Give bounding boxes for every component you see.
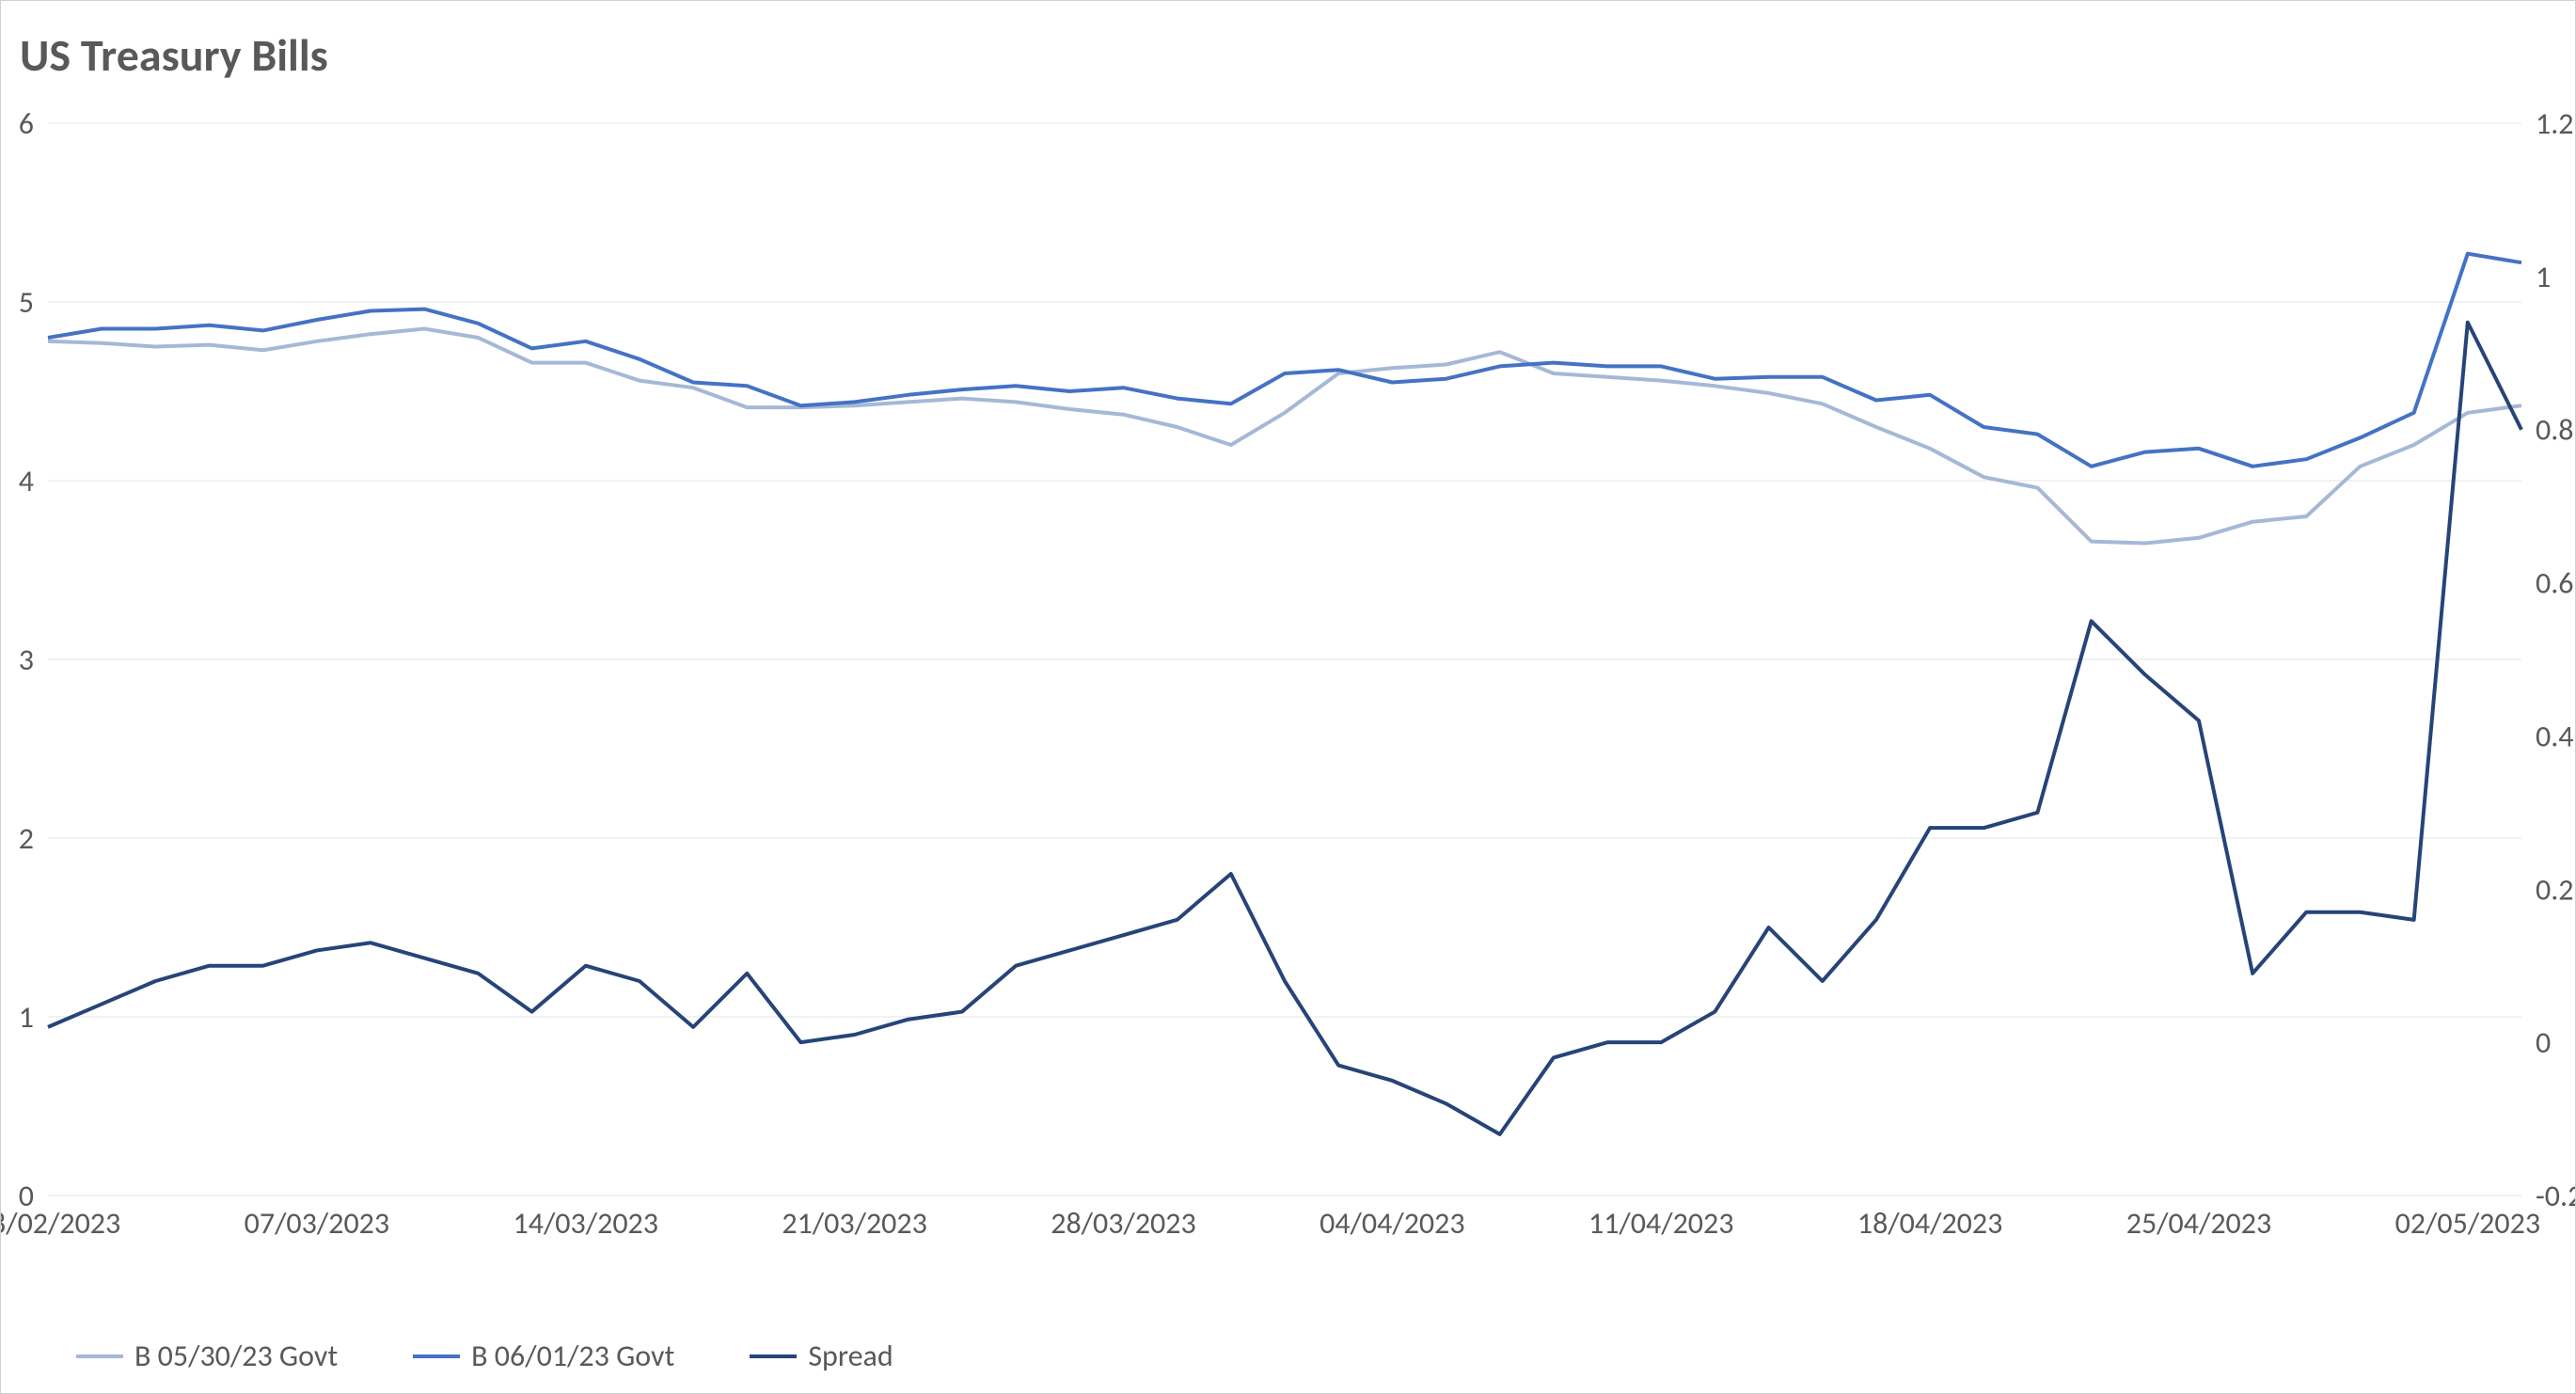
chart-container: US Treasury Bills 0123456-0.200.20.40.60… (0, 0, 2576, 1394)
x-tick-label: 11/04/2023 (1588, 1205, 1733, 1242)
x-tick-label: 07/03/2023 (245, 1205, 389, 1242)
y-right-tick-label: 0 (2536, 1024, 2551, 1061)
series-line-1 (48, 254, 2521, 467)
legend-item-series-0: B 05/30/23 Govt (76, 1338, 338, 1374)
y-left-tick-label: 2 (19, 820, 34, 857)
x-tick-label: 02/05/2023 (2395, 1205, 2540, 1242)
legend-label-1: B 06/01/23 Govt (471, 1338, 674, 1374)
x-tick-label: 21/03/2023 (782, 1205, 926, 1242)
legend-item-series-1: B 06/01/23 Govt (413, 1338, 674, 1374)
x-tick-label: 14/03/2023 (514, 1205, 658, 1242)
y-right-tick-label: 1 (2536, 259, 2551, 295)
y-right-tick-label: 1.2 (2536, 105, 2574, 142)
y-right-tick-label: -0.2 (2536, 1178, 2575, 1214)
chart-svg: 0123456-0.200.20.40.60.811.228/02/202307… (1, 1, 2575, 1393)
y-right-tick-label: 0.4 (2536, 718, 2574, 754)
x-tick-label: 18/04/2023 (1857, 1205, 2002, 1242)
series-line-2 (48, 323, 2521, 1134)
legend-swatch-2 (750, 1354, 797, 1358)
y-left-tick-label: 6 (19, 105, 34, 142)
legend-item-series-2: Spread (750, 1338, 893, 1374)
y-left-tick-label: 4 (19, 463, 34, 499)
y-right-tick-label: 0.8 (2536, 412, 2574, 449)
legend-label-0: B 05/30/23 Govt (134, 1338, 338, 1374)
series-line-0 (48, 329, 2521, 544)
legend-swatch-0 (76, 1354, 123, 1358)
x-tick-label: 28/02/2023 (1, 1205, 120, 1242)
x-tick-label: 25/04/2023 (2126, 1205, 2271, 1242)
x-tick-label: 04/04/2023 (1320, 1205, 1464, 1242)
legend-swatch-1 (413, 1354, 460, 1358)
y-right-tick-label: 0.2 (2536, 871, 2574, 908)
x-tick-label: 28/03/2023 (1051, 1205, 1195, 1242)
y-left-tick-label: 1 (19, 999, 34, 1036)
y-right-tick-label: 0.6 (2536, 565, 2574, 602)
legend-label-2: Spread (808, 1338, 893, 1374)
y-left-tick-label: 3 (19, 642, 34, 678)
legend: B 05/30/23 Govt B 06/01/23 Govt Spread (76, 1338, 893, 1374)
y-left-tick-label: 5 (19, 284, 34, 321)
